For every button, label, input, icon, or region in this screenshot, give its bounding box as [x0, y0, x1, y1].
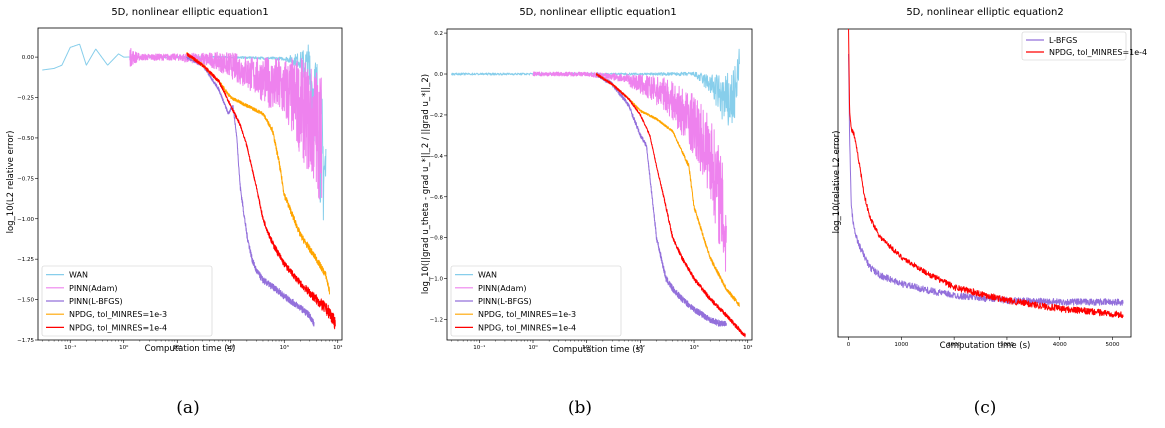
- panel-a-xtick-label: 10¹: [173, 344, 182, 351]
- panel-c-plot: 0 1000 2000 3000 4000 5000 L-BFGS NPDG, tol_MIN…: [837, 28, 1147, 348]
- panel-b-xtick-label: 10⁰: [528, 344, 538, 351]
- panel-b-series-pinn-adam-: [532, 71, 727, 272]
- panel-a-series-pinn-l-bfgs-: [186, 56, 315, 327]
- panel-a-series-pinn-adam-: [129, 47, 323, 200]
- panel-b-ytick-label: −1.2: [430, 318, 443, 324]
- panel-a-ytick-label: −1.75: [17, 338, 34, 344]
- panel-a-legend: [41, 265, 213, 337]
- panel-a-ytick-label: −0.75: [17, 176, 34, 182]
- panel-a-legend-label: NPDG, tol_MINRES=1e-3: [69, 310, 167, 319]
- panel-c-xtick-label: 0: [847, 342, 851, 348]
- panel-a-xlabel: Computation time (s): [145, 344, 236, 354]
- panel-a-legend-label: PINN(Adam): [69, 284, 118, 293]
- panel-b-plot: 10⁻¹ 10⁰ 10¹ 10² 10³ 10⁴ 0.2 0.0 −0.2 −0.4 −0.6 −0.…: [430, 28, 753, 351]
- panel-a-ytick-label: 0.00: [22, 55, 35, 61]
- panel-c-xtick-label: 2000: [947, 342, 961, 348]
- panel-a-xtick-label: 10⁰: [119, 344, 129, 351]
- panel-c-xtick-label: 1000: [894, 342, 908, 348]
- panel-b: 5D, nonlinear elliptic equation1 10⁻¹ 10⁰…: [421, 7, 753, 418]
- panel-c: 5D, nonlinear elliptic equation2 0 1000 20…: [832, 7, 1147, 418]
- panel-b-xtick-label: 10⁴: [743, 344, 753, 351]
- panel-b-series-pinn-l-bfgs-: [595, 72, 727, 327]
- panel-b-axes-frame: [446, 28, 753, 341]
- panel-a-series-npdg-tol-minres-1e-4: [186, 52, 336, 330]
- panel-c-axes-frame: [837, 28, 1132, 338]
- panel-b-legend-label: PINN(Adam): [478, 284, 527, 293]
- panel-c-title: 5D, nonlinear elliptic equation2: [906, 7, 1063, 18]
- panel-a-ytick-label: −0.25: [17, 96, 34, 102]
- panel-b-ytick-label: −1.0: [430, 277, 444, 283]
- panel-a-axes-frame: [37, 27, 343, 341]
- panel-a-ytick-label: −1.25: [17, 257, 34, 263]
- panel-c-xtick-label: 3000: [1000, 342, 1014, 348]
- panel-a-plot: 10⁻¹ 10⁰ 10¹ 10² 10³ 10⁴ 0.00 −0.25 −0.50 −0.75 −1…: [17, 27, 343, 351]
- panel-a-ytick-label: −0.50: [17, 136, 34, 142]
- panel-c-xtick-label: 4000: [1053, 342, 1067, 348]
- panel-b-ytick-label: −0.6: [430, 195, 444, 201]
- panel-a-ylabel: log_10(L2 relative error): [6, 131, 16, 234]
- panel-c-series-npdg-tol-minres-1e-4: [848, 28, 1124, 319]
- panel-c-legend-label: NPDG, tol_MINRES=1e-4: [1049, 48, 1147, 57]
- panel-c-caption: (c): [974, 398, 997, 418]
- panel-a-ytick-label: −1.50: [17, 298, 34, 304]
- panel-a-legend-label: WAN: [69, 271, 88, 280]
- panel-a-xtick-label: 10²: [226, 344, 235, 351]
- panel-b-legend: [450, 265, 622, 337]
- panel-b-series-npdg-tol-minres-1e-4: [595, 73, 746, 338]
- panel-a-legend-label: NPDG, tol_MINRES=1e-4: [69, 323, 167, 332]
- panel-b-legend-label: NPDG, tol_MINRES=1e-4: [478, 323, 576, 332]
- panel-c-legend-label: L-BFGS: [1049, 36, 1077, 45]
- panel-b-ylabel: log_10(||grad u_theta - grad u_*||_2 / |…: [421, 74, 431, 294]
- panel-b-ytick-label: 0.0: [434, 72, 443, 78]
- panel-b-xtick-label: 10⁻¹: [473, 344, 485, 351]
- panel-b-legend-label: NPDG, tol_MINRES=1e-3: [478, 310, 576, 319]
- panel-b-ytick-label: 0.2: [434, 31, 443, 37]
- panel-b-legend-label: WAN: [478, 271, 497, 280]
- panel-b-ytick-label: −0.2: [430, 113, 443, 119]
- panel-b-title: 5D, nonlinear elliptic equation1: [519, 7, 676, 18]
- panel-c-xtick-label: 5000: [1106, 342, 1120, 348]
- panel-b-xtick-label: 10³: [689, 344, 698, 351]
- panel-b-caption: (b): [568, 398, 592, 418]
- panel-b-xlabel: Computation time (s): [553, 345, 644, 355]
- panel-a: 5D, nonlinear elliptic equation1 10⁻¹ 10⁰…: [6, 7, 343, 418]
- panel-c-series-l-bfgs: [848, 53, 1124, 306]
- panel-b-xtick-label: 10¹: [582, 344, 591, 351]
- panel-c-legend: [1021, 31, 1127, 61]
- panel-a-xtick-label: 10⁴: [333, 344, 343, 351]
- panel-b-series-wan: [451, 48, 740, 126]
- panel-a-xtick-label: 10⁻¹: [64, 344, 76, 351]
- panel-a-title: 5D, nonlinear elliptic equation1: [111, 7, 268, 18]
- panel-b-xtick-label: 10²: [636, 344, 645, 351]
- panel-b-ytick-label: −0.4: [430, 154, 444, 160]
- panel-c-ylabel: log_10(relative L2 error): [832, 131, 842, 234]
- panel-c-xlabel: Computation time (s): [940, 341, 1031, 351]
- panel-a-caption: (a): [176, 398, 199, 418]
- panel-a-legend-label: PINN(L-BFGS): [69, 297, 123, 306]
- panel-a-ytick-label: −1.00: [17, 217, 34, 223]
- panel-b-ytick-label: −0.8: [430, 236, 444, 242]
- panel-a-xtick-label: 10³: [280, 344, 289, 351]
- panel-b-legend-label: PINN(L-BFGS): [478, 297, 532, 306]
